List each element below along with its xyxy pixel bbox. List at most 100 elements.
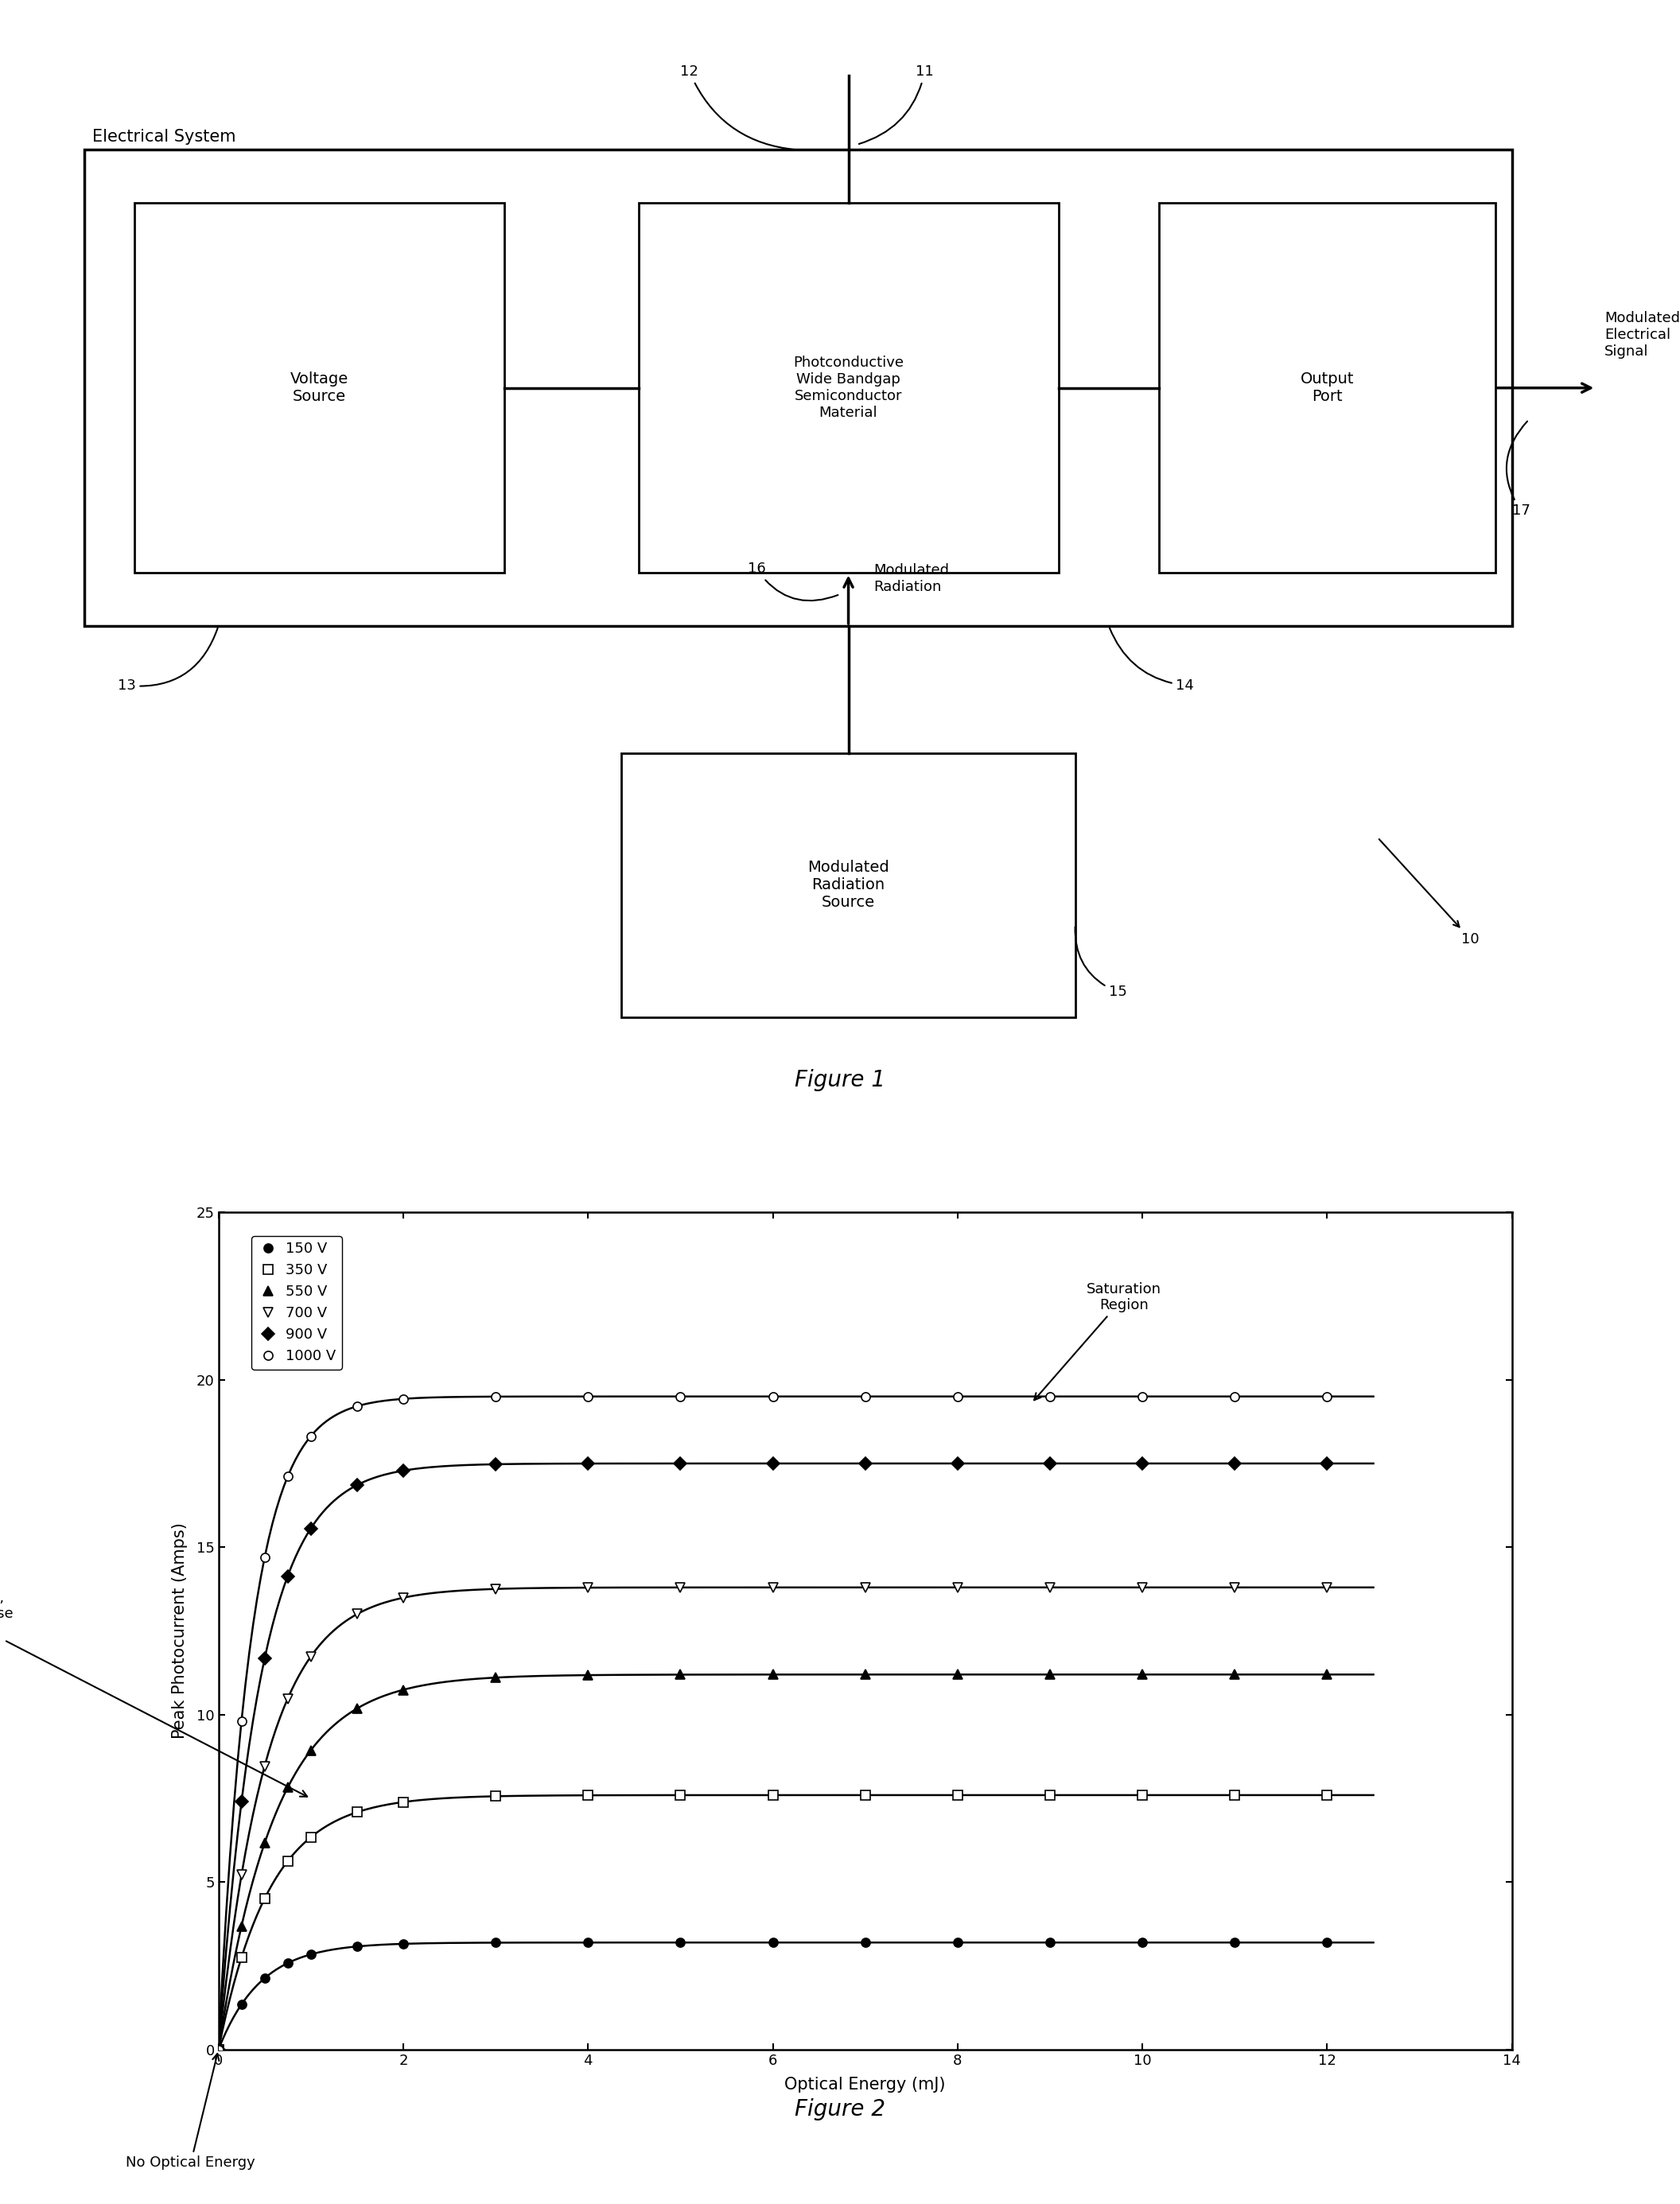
Text: 17: 17 [1507,421,1530,518]
900 V [393,1457,413,1483]
Line: 150 V: 150 V [213,1937,1332,2054]
900 V [578,1450,598,1477]
Text: Figure 1: Figure 1 [795,1069,885,1091]
1000 V [255,1545,276,1571]
550 V [486,1664,506,1690]
900 V [255,1646,276,1673]
150 V [1132,1928,1152,1955]
700 V [301,1644,321,1671]
150 V [948,1928,968,1955]
550 V [578,1662,598,1688]
350 V [393,1790,413,1816]
550 V [277,1774,297,1801]
900 V [948,1450,968,1477]
150 V [670,1928,690,1955]
550 V [301,1737,321,1763]
550 V [1040,1662,1060,1688]
1000 V [232,1708,252,1735]
150 V [393,1931,413,1957]
Text: Modulated
Radiation: Modulated Radiation [874,562,949,593]
Bar [84,150,1512,626]
150 V [855,1928,875,1955]
150 V [208,2036,228,2063]
550 V [670,1662,690,1688]
350 V [1040,1781,1060,1807]
700 V [348,1600,368,1627]
Text: Figure 2: Figure 2 [795,2098,885,2120]
Text: Modulated
Electrical
Signal: Modulated Electrical Signal [1604,311,1680,359]
700 V [486,1576,506,1602]
1000 V [1317,1384,1337,1411]
1000 V [348,1393,368,1419]
Y-axis label: Peak Photocurrent (Amps): Peak Photocurrent (Amps) [171,1523,188,1739]
900 V [1317,1450,1337,1477]
550 V [348,1695,368,1721]
550 V [208,2036,228,2063]
900 V [348,1472,368,1499]
900 V [1225,1450,1245,1477]
1000 V [948,1384,968,1411]
150 V [348,1933,368,1959]
Bar [638,203,1058,573]
550 V [1132,1662,1152,1688]
Bar [622,754,1075,1018]
700 V [1317,1574,1337,1600]
Line: 900 V: 900 V [213,1459,1332,2054]
1000 V [277,1463,297,1490]
1000 V [578,1384,598,1411]
150 V [232,1990,252,2017]
1000 V [763,1384,783,1411]
1000 V [393,1386,413,1413]
Text: 11: 11 [858,64,934,143]
1000 V [855,1384,875,1411]
Text: 12: 12 [680,64,796,150]
1000 V [1132,1384,1152,1411]
Legend: 150 V, 350 V, 550 V, 700 V, 900 V, 1000 V: 150 V, 350 V, 550 V, 700 V, 900 V, 1000 … [252,1236,343,1369]
X-axis label: Optical Energy (mJ): Optical Energy (mJ) [785,2076,946,2092]
900 V [277,1563,297,1589]
Text: Electrical System: Electrical System [92,128,235,145]
900 V [301,1514,321,1541]
900 V [486,1450,506,1477]
700 V [1132,1574,1152,1600]
Text: Voltage
Source: Voltage Source [291,372,348,403]
900 V [232,1787,252,1814]
Line: 550 V: 550 V [213,1671,1332,2054]
700 V [763,1574,783,1600]
150 V [1225,1928,1245,1955]
350 V [277,1847,297,1873]
Text: 14: 14 [1109,628,1194,692]
Text: Output
Port: Output Port [1300,372,1354,403]
900 V [670,1450,690,1477]
700 V [1040,1574,1060,1600]
700 V [578,1574,598,1600]
700 V [948,1574,968,1600]
350 V [208,2036,228,2063]
350 V [578,1783,598,1809]
550 V [232,1913,252,1940]
Text: 16: 16 [748,562,838,602]
550 V [393,1677,413,1704]
900 V [763,1450,783,1477]
Line: 1000 V: 1000 V [213,1393,1332,2054]
350 V [763,1781,783,1807]
Bar [134,203,504,573]
350 V [855,1781,875,1807]
Bar [1159,203,1495,573]
900 V [1132,1450,1152,1477]
Line: 700 V: 700 V [213,1582,1332,2054]
350 V [1317,1781,1337,1807]
150 V [486,1928,506,1955]
550 V [255,1829,276,1856]
1000 V [301,1424,321,1450]
350 V [301,1825,321,1851]
350 V [232,1944,252,1970]
900 V [1040,1450,1060,1477]
700 V [1225,1574,1245,1600]
350 V [670,1781,690,1807]
700 V [208,2036,228,2063]
1000 V [670,1384,690,1411]
Text: 13: 13 [118,628,218,692]
550 V [763,1662,783,1688]
350 V [1132,1781,1152,1807]
